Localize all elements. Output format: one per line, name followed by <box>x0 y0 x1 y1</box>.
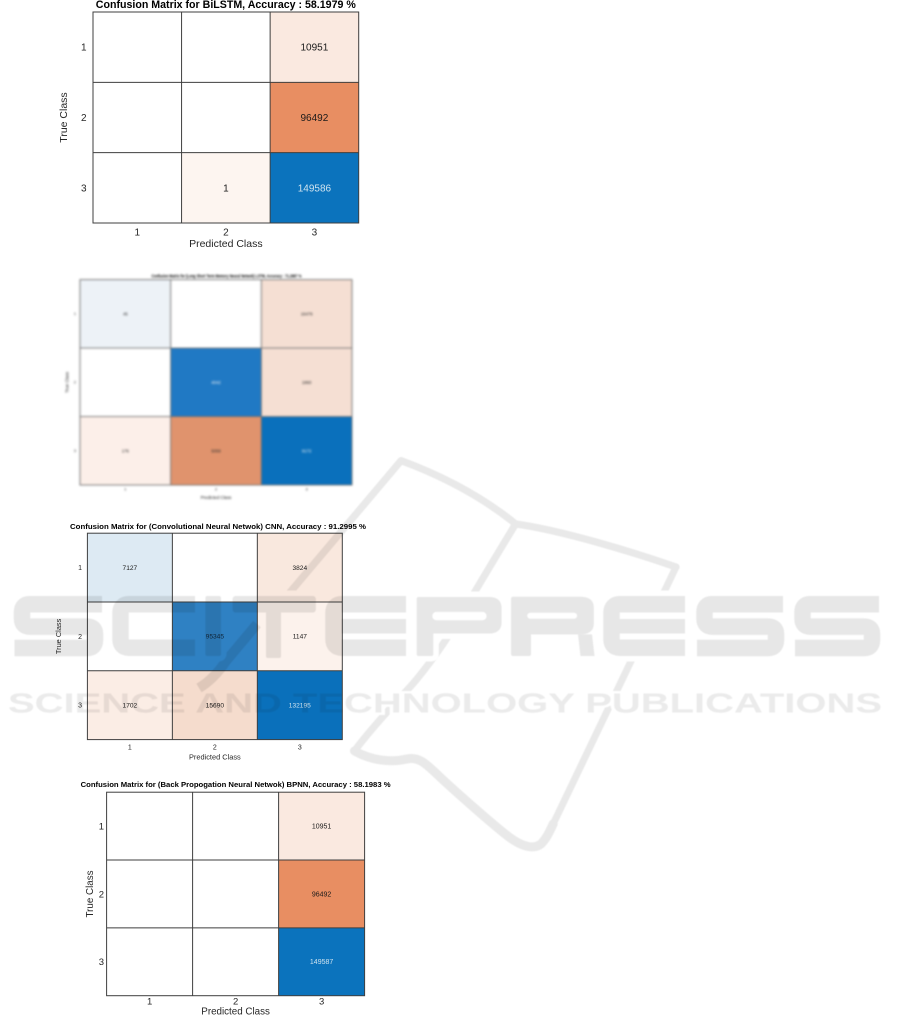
svg-text:True Class: True Class <box>65 371 70 393</box>
svg-text:96492: 96492 <box>312 891 332 898</box>
svg-text:132195: 132195 <box>289 703 311 710</box>
svg-text:Predicted Class: Predicted Class <box>189 753 241 762</box>
svg-text:2: 2 <box>215 488 217 492</box>
svg-text:True Class: True Class <box>85 870 96 917</box>
svg-text:3: 3 <box>312 228 318 239</box>
svg-text:9172: 9172 <box>302 448 312 453</box>
svg-text:1: 1 <box>99 821 104 832</box>
svg-text:15690: 15690 <box>206 703 225 710</box>
svg-text:Predicted Class: Predicted Class <box>189 238 263 250</box>
svg-text:1147: 1147 <box>293 634 308 641</box>
svg-text:Confusion Matrix for (Long Sho: Confusion Matrix for (Long Short Term Me… <box>152 274 302 279</box>
svg-text:10951: 10951 <box>301 43 329 54</box>
svg-text:1860: 1860 <box>302 380 312 385</box>
svg-text:3824: 3824 <box>292 565 307 572</box>
svg-text:Predicted Class: Predicted Class <box>201 495 233 500</box>
svg-text:2: 2 <box>213 745 217 752</box>
svg-text:7127: 7127 <box>123 565 138 572</box>
svg-text:3: 3 <box>298 745 302 752</box>
svg-text:45: 45 <box>123 311 128 316</box>
svg-text:3: 3 <box>81 183 87 194</box>
svg-text:149587: 149587 <box>310 959 333 966</box>
svg-text:Confusion Matrix for (Back Pro: Confusion Matrix for (Back Propogation N… <box>81 780 391 789</box>
svg-text:96492: 96492 <box>301 113 329 124</box>
svg-text:1: 1 <box>78 565 82 572</box>
svg-text:1: 1 <box>134 228 140 239</box>
svg-text:2: 2 <box>223 228 229 239</box>
svg-text:2: 2 <box>233 997 238 1008</box>
svg-text:1: 1 <box>128 745 132 752</box>
svg-text:10951: 10951 <box>312 824 332 831</box>
svg-text:1: 1 <box>223 183 229 194</box>
svg-text:176: 176 <box>122 448 130 453</box>
svg-text:3: 3 <box>99 957 104 968</box>
svg-text:Predicted Class: Predicted Class <box>201 1007 270 1017</box>
svg-text:1: 1 <box>147 997 152 1008</box>
svg-text:2: 2 <box>99 889 104 900</box>
svg-text:1: 1 <box>74 312 76 316</box>
svg-text:5059: 5059 <box>211 448 221 453</box>
svg-text:3: 3 <box>319 997 324 1008</box>
svg-text:16476: 16476 <box>301 311 314 316</box>
svg-text:3: 3 <box>74 449 76 453</box>
svg-text:2: 2 <box>81 113 87 124</box>
svg-text:SCIENCE AND TECHNOLOGY PUBLICA: SCIENCE AND TECHNOLOGY PUBLICATIONS <box>8 688 882 719</box>
svg-text:1: 1 <box>124 488 126 492</box>
svg-text:1702: 1702 <box>123 703 138 710</box>
svg-text:3: 3 <box>306 488 308 492</box>
svg-text:Confusion Matrix for (Convolut: Confusion Matrix for (Convolutional Neur… <box>70 522 366 531</box>
svg-text:SCIENCE AND TECHNOLOGY PUBLICA: SCIENCE AND TECHNOLOGY PUBLICATIONS <box>8 688 882 719</box>
svg-text:Confusion Matrix for BiLSTM, A: Confusion Matrix for BiLSTM, Accuracy : … <box>96 0 357 11</box>
svg-text:149586: 149586 <box>298 183 332 194</box>
svg-text:3: 3 <box>78 703 82 710</box>
svg-text:2: 2 <box>74 381 76 385</box>
svg-text:True Class: True Class <box>58 92 70 142</box>
svg-text:4042: 4042 <box>211 380 221 385</box>
svg-text:1: 1 <box>81 43 87 54</box>
